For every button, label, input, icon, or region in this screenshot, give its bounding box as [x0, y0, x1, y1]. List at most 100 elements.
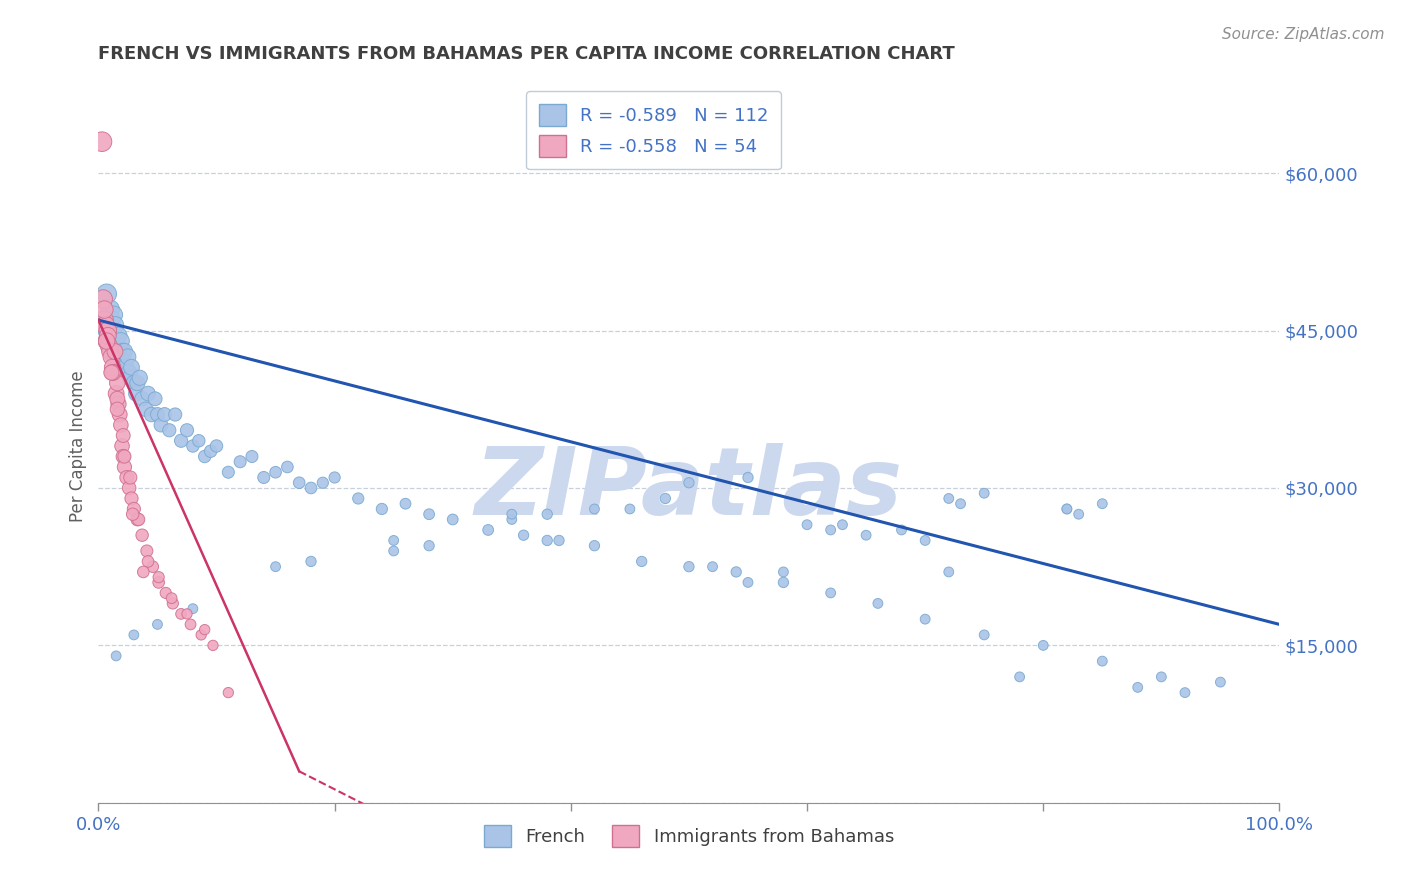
- Point: [132, 565, 155, 579]
- Point: [323, 470, 346, 484]
- Y-axis label: Per Capita Income: Per Capita Income: [69, 370, 87, 522]
- Point: [153, 408, 176, 422]
- Point: [112, 428, 135, 442]
- Point: [217, 465, 239, 479]
- Point: [146, 408, 169, 422]
- Point: [120, 470, 142, 484]
- Point: [94, 318, 117, 333]
- Point: [201, 639, 224, 653]
- Point: [112, 355, 135, 369]
- Point: [654, 491, 676, 506]
- Point: [91, 292, 114, 306]
- Point: [737, 575, 759, 590]
- Point: [630, 554, 652, 568]
- Point: [112, 450, 135, 464]
- Point: [105, 392, 128, 406]
- Point: [973, 628, 995, 642]
- Point: [100, 350, 122, 364]
- Point: [141, 408, 163, 422]
- Point: [418, 539, 440, 553]
- Point: [619, 502, 641, 516]
- Point: [118, 366, 141, 380]
- Point: [1174, 685, 1197, 699]
- Point: [101, 360, 124, 375]
- Point: [855, 528, 877, 542]
- Legend: French, Immigrants from Bahamas: French, Immigrants from Bahamas: [477, 818, 901, 855]
- Point: [890, 523, 912, 537]
- Point: [104, 318, 127, 333]
- Point: [112, 450, 135, 464]
- Point: [1056, 502, 1078, 516]
- Point: [180, 617, 202, 632]
- Point: [97, 324, 120, 338]
- Point: [190, 628, 212, 642]
- Point: [105, 402, 128, 417]
- Point: [107, 397, 129, 411]
- Point: [1150, 670, 1173, 684]
- Point: [131, 392, 153, 406]
- Point: [264, 559, 287, 574]
- Point: [127, 376, 149, 390]
- Point: [143, 392, 166, 406]
- Point: [148, 575, 170, 590]
- Point: [103, 308, 125, 322]
- Point: [394, 497, 416, 511]
- Point: [105, 334, 128, 348]
- Point: [536, 507, 558, 521]
- Point: [105, 386, 128, 401]
- Point: [772, 565, 794, 579]
- Point: [796, 517, 818, 532]
- Text: Source: ZipAtlas.com: Source: ZipAtlas.com: [1222, 27, 1385, 42]
- Point: [135, 402, 157, 417]
- Point: [98, 339, 121, 353]
- Point: [831, 517, 853, 532]
- Point: [96, 334, 118, 348]
- Point: [97, 324, 120, 338]
- Point: [101, 366, 124, 380]
- Point: [110, 334, 132, 348]
- Point: [1091, 497, 1114, 511]
- Point: [194, 450, 217, 464]
- Point: [146, 617, 169, 632]
- Point: [127, 512, 149, 526]
- Point: [583, 539, 606, 553]
- Point: [176, 607, 198, 621]
- Point: [122, 502, 145, 516]
- Text: FRENCH VS IMMIGRANTS FROM BAHAMAS PER CAPITA INCOME CORRELATION CHART: FRENCH VS IMMIGRANTS FROM BAHAMAS PER CA…: [98, 45, 955, 62]
- Point: [98, 302, 121, 317]
- Point: [253, 470, 276, 484]
- Point: [93, 302, 115, 317]
- Point: [1056, 502, 1078, 516]
- Point: [276, 460, 298, 475]
- Point: [187, 434, 209, 448]
- Point: [938, 491, 960, 506]
- Point: [91, 135, 114, 149]
- Point: [105, 344, 128, 359]
- Point: [112, 344, 135, 359]
- Point: [121, 507, 143, 521]
- Point: [181, 601, 204, 615]
- Point: [217, 685, 239, 699]
- Point: [117, 350, 139, 364]
- Point: [170, 434, 193, 448]
- Point: [181, 439, 204, 453]
- Point: [1126, 681, 1149, 695]
- Point: [176, 423, 198, 437]
- Point: [150, 417, 173, 432]
- Point: [98, 344, 121, 359]
- Point: [914, 612, 936, 626]
- Point: [100, 313, 122, 327]
- Point: [536, 533, 558, 548]
- Point: [111, 439, 134, 453]
- Point: [135, 544, 157, 558]
- Point: [288, 475, 311, 490]
- Point: [1032, 639, 1054, 653]
- Point: [111, 344, 134, 359]
- Point: [1091, 654, 1114, 668]
- Point: [131, 528, 153, 542]
- Point: [98, 334, 121, 348]
- Point: [120, 371, 142, 385]
- Point: [93, 313, 115, 327]
- Point: [121, 360, 143, 375]
- Point: [441, 512, 464, 526]
